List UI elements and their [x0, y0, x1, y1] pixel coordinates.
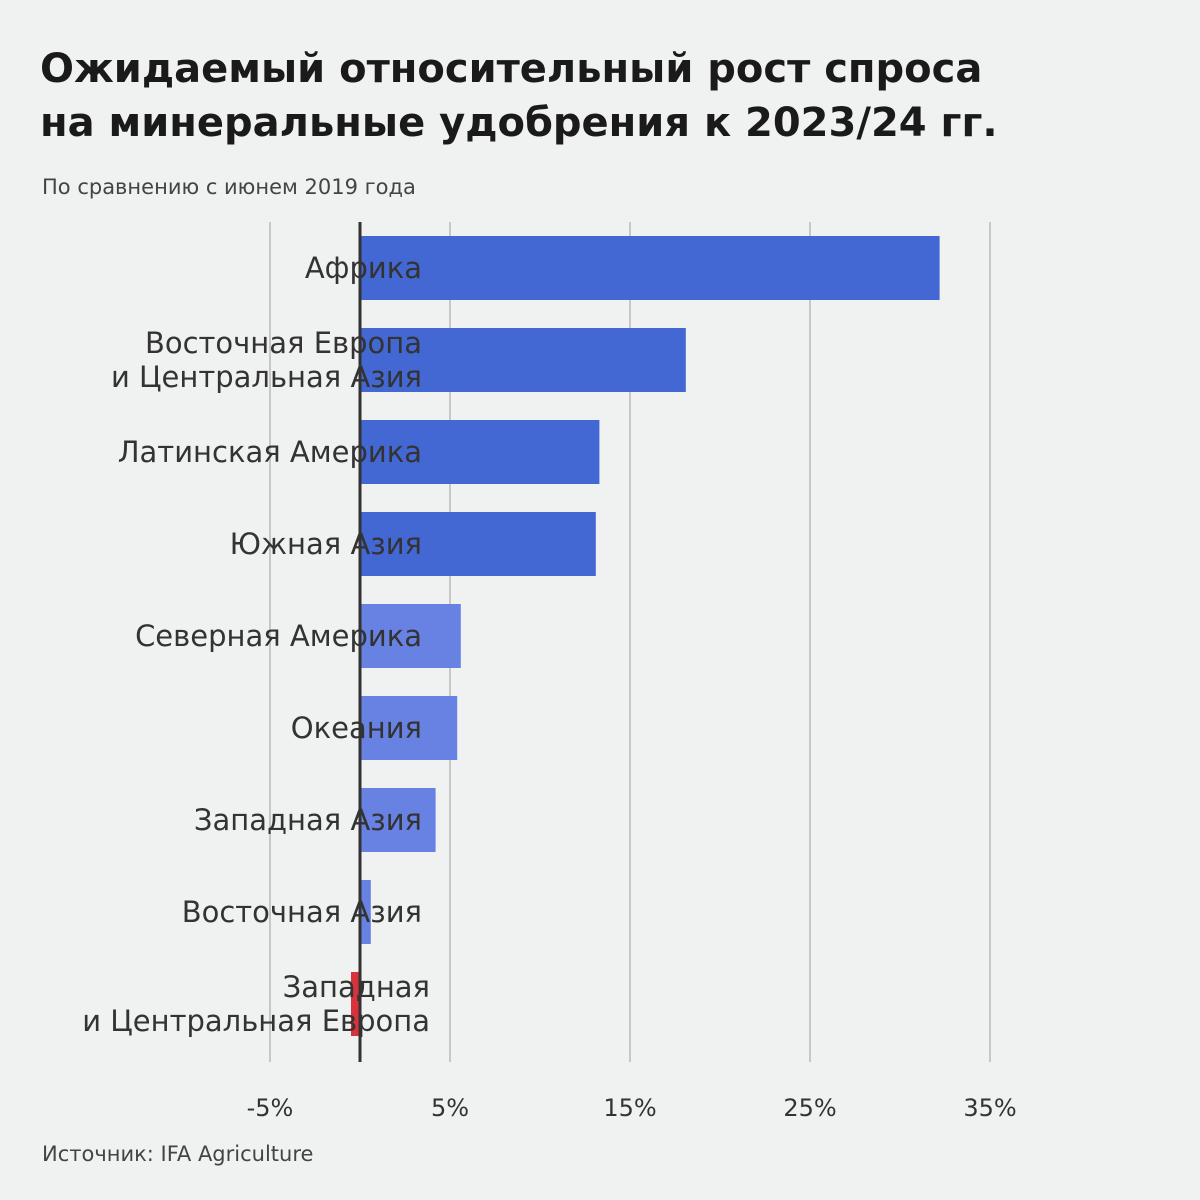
category-label-line: Океания [291, 711, 422, 745]
bar [360, 328, 686, 392]
chart-subtitle: По сравнению с июнем 2019 года [42, 175, 416, 199]
category-label-line: Африка [305, 251, 422, 285]
bars [351, 236, 940, 1036]
category-label: Южная Азия [230, 527, 422, 561]
category-label: Латинская Америка [118, 435, 422, 469]
chart-title: Ожидаемый относительный рост спроса на м… [40, 42, 1160, 150]
category-label: Восточная Азия [182, 895, 422, 929]
category-label: Северная Америка [135, 619, 422, 653]
category-label-line: Западная Азия [194, 803, 422, 837]
bar [360, 236, 940, 300]
bar [360, 696, 458, 760]
x-tick-labels: -5% 5% 15% 25% 35% [247, 1094, 1017, 1122]
bar [360, 880, 371, 944]
x-tick-label: 15% [603, 1094, 656, 1122]
category-labels: Африка Восточная Европа и Центральная Азия… [82, 251, 430, 1038]
x-tick-label: 35% [963, 1094, 1016, 1122]
bar [360, 788, 436, 852]
chart-title-line-2: на минеральные удобрения к 2023/24 гг. [40, 100, 998, 146]
category-label-line: Западная [283, 970, 430, 1004]
x-tick-label: 5% [431, 1094, 469, 1122]
category-label-line: Восточная Европа [145, 326, 422, 360]
category-label: Океания [291, 711, 422, 745]
x-tick-label: -5% [247, 1094, 294, 1122]
category-label-line: Южная Азия [230, 527, 422, 561]
bar [360, 512, 596, 576]
category-label-line: и Центральная Европа [82, 1004, 430, 1038]
category-label: Африка [305, 251, 422, 285]
category-label: Восточная Европа и Центральная Азия [111, 326, 422, 394]
bar [360, 604, 461, 668]
category-label-line: Латинская Америка [118, 435, 422, 469]
category-label-line: и Центральная Азия [111, 360, 422, 394]
bar [351, 972, 360, 1036]
bar [360, 420, 600, 484]
chart-title-line-1: Ожидаемый относительный рост спроса [40, 46, 983, 92]
source-note: Источник: IFA Agriculture [42, 1142, 314, 1166]
x-tick-label: 25% [783, 1094, 836, 1122]
category-label: Западная Азия [194, 803, 422, 837]
category-label-line: Северная Америка [135, 619, 422, 653]
category-label-line: Восточная Азия [182, 895, 422, 929]
category-label: Западная и Центральная Европа [82, 970, 430, 1038]
